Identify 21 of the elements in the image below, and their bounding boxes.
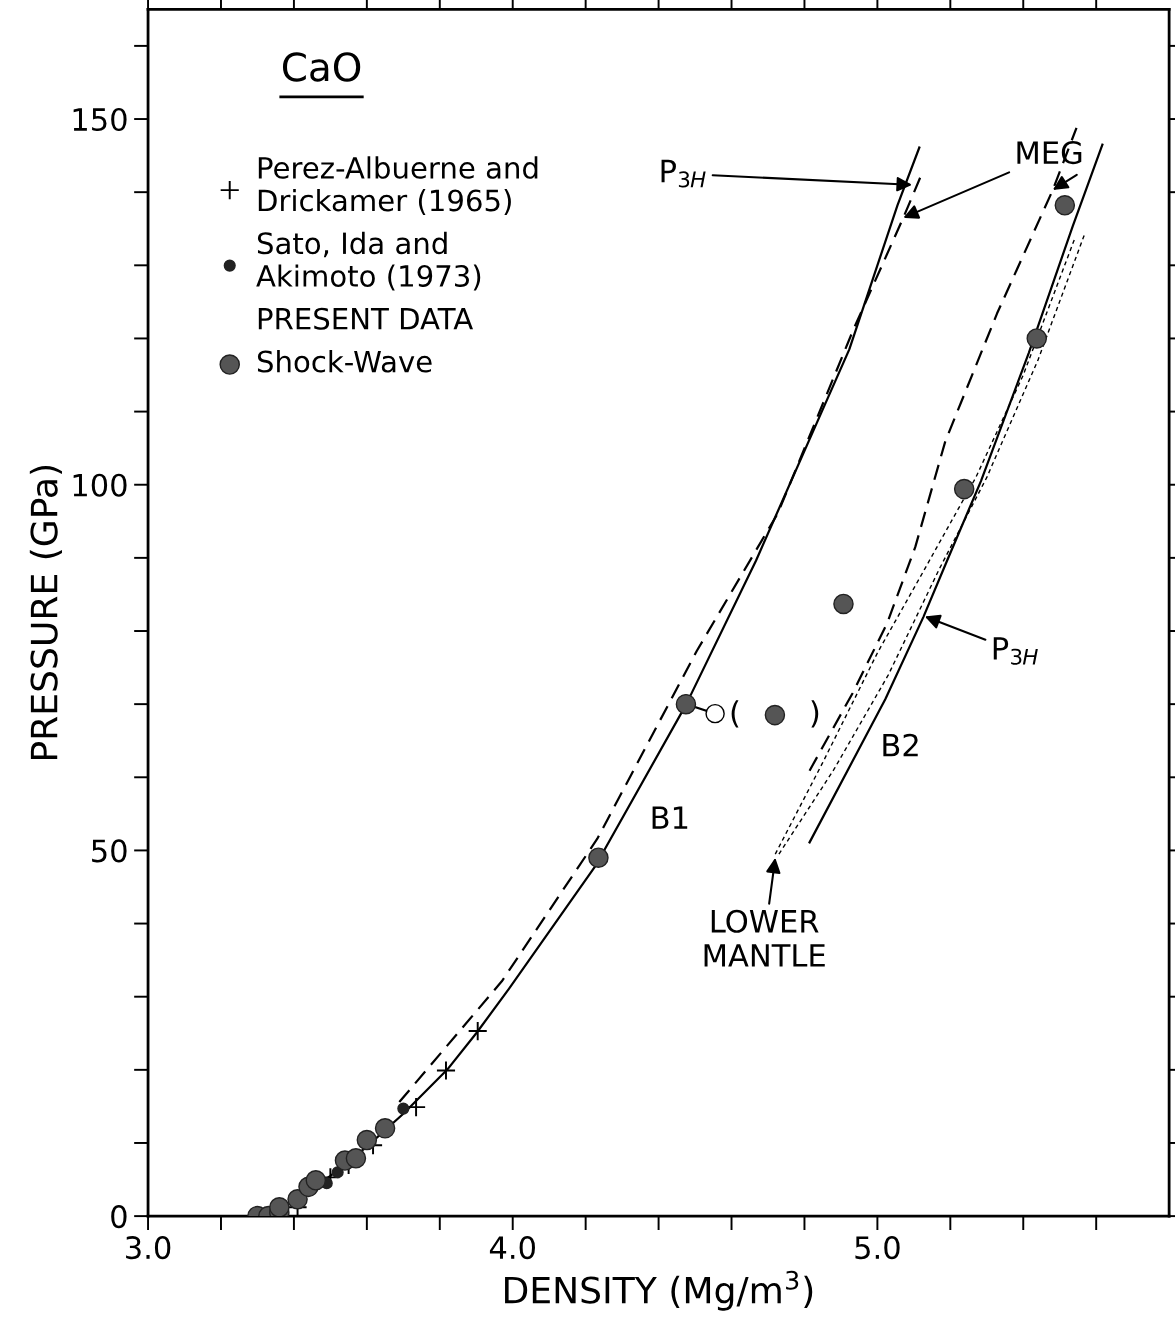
x-tick-label: 3.0 [126, 1236, 171, 1260]
annotation: B2 [883, 733, 918, 757]
y-tick-label: 50 [92, 839, 127, 863]
legend-label: Shock-Wave [257, 350, 432, 373]
y-axis-title: PRESSURE (GPa) [29, 465, 62, 760]
x-tick-label: 5.0 [855, 1236, 900, 1260]
y-tick-label: 0 [111, 1205, 127, 1229]
annotation: ( ) [731, 700, 819, 728]
annotation: LOWER MANTLE [704, 909, 825, 967]
legend-label: Sato, Ida and Akimoto (1973) [256, 231, 481, 291]
annotation: B1 [652, 806, 688, 829]
y-tick-label: 100 [73, 473, 127, 497]
annotation: P$_{3H}$ [661, 159, 706, 188]
y-tick-label: 150 [73, 107, 127, 132]
annotation: MEG [1017, 141, 1082, 165]
annotation: PRESENT DATA [258, 307, 474, 330]
annotation: P$_{3H}$ [993, 637, 1038, 665]
x-tick-label: 4.0 [489, 1236, 535, 1260]
x-axis-title: DENSITY (Mg/m$^{3}$) [505, 1270, 813, 1311]
text: CaO [282, 52, 361, 82]
legend-label: Perez-Albuerne and Drickamer (1965) [258, 156, 538, 215]
